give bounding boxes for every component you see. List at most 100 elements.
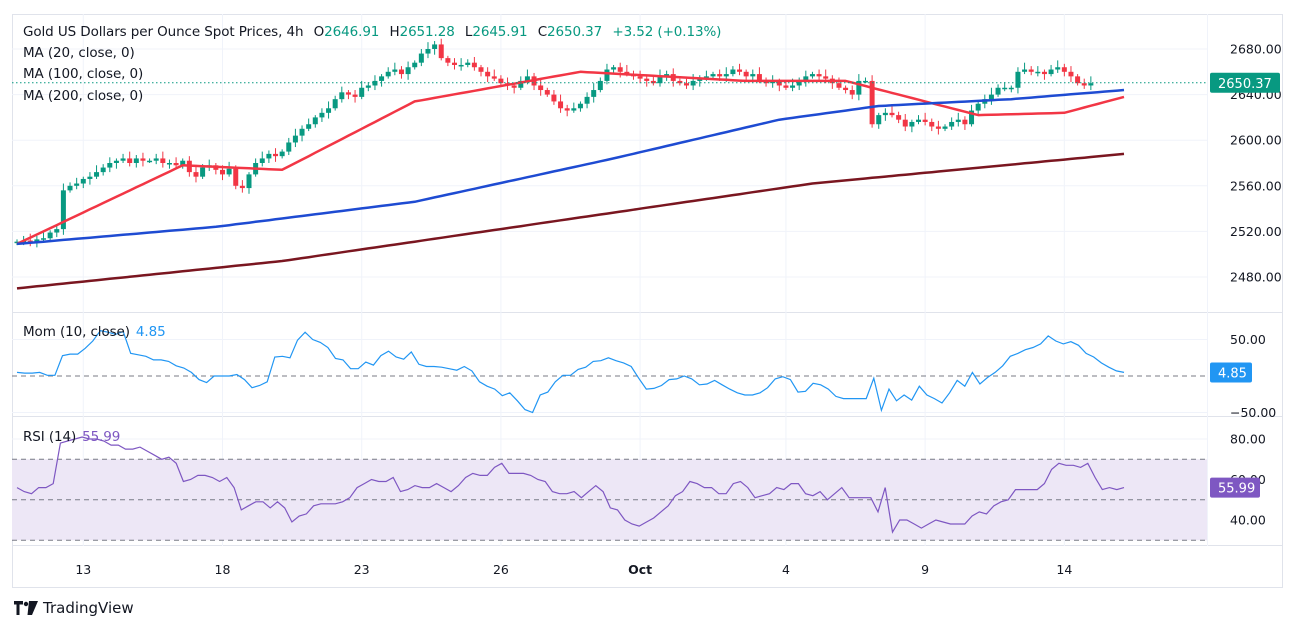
candle-body <box>816 74 822 77</box>
candle-body <box>611 67 617 70</box>
candle-body <box>544 90 550 95</box>
candle-body <box>710 74 716 77</box>
candle-body <box>843 87 849 91</box>
candle <box>74 177 80 190</box>
candle-body <box>200 167 206 177</box>
rsi-value-badge-text: 55.99 <box>1218 482 1255 497</box>
candle-body <box>902 119 908 127</box>
legend-rsi[interactable]: RSI (14) 55.99 <box>23 429 126 445</box>
candle-body <box>584 96 590 104</box>
time-tick-label: 13 <box>75 562 91 577</box>
momentum-line <box>16 330 1125 414</box>
candle-body <box>664 74 670 77</box>
candle <box>345 90 351 100</box>
candle-body <box>1041 71 1047 75</box>
candle <box>147 158 153 163</box>
candle <box>140 152 146 167</box>
candle-body <box>717 74 723 77</box>
candle-body <box>657 76 663 84</box>
candle <box>292 128 298 148</box>
candle-body <box>140 158 146 161</box>
candle <box>1068 66 1074 83</box>
candle <box>876 112 882 129</box>
momentum-label: Mom (10, close) <box>23 324 130 340</box>
time-tick-label: 4 <box>782 562 790 577</box>
candle <box>359 80 365 100</box>
candle <box>41 232 47 242</box>
ma100-line <box>16 88 1125 246</box>
tradingview-logo[interactable]: TradingView <box>14 599 134 617</box>
candle <box>995 84 1001 97</box>
candle-body <box>279 151 285 157</box>
legend-ma20[interactable]: MA (20, close, 0) <box>23 45 135 61</box>
mom-value-badge-bg <box>1210 362 1252 383</box>
candle-body <box>239 185 245 189</box>
rsi-tick-label: 80.00 <box>1230 432 1266 447</box>
candle <box>120 153 126 163</box>
candle <box>591 83 597 103</box>
candle-body <box>379 76 385 81</box>
candle <box>538 79 544 96</box>
candle-body <box>862 80 868 83</box>
open-label: O <box>313 24 325 40</box>
candle-body <box>445 58 451 63</box>
candle-body <box>113 160 119 163</box>
candle-body <box>697 78 703 81</box>
candle-body <box>856 80 862 95</box>
candle-body <box>929 121 935 127</box>
rsi-value-badge: 55.99 <box>1210 477 1260 498</box>
time-tick-label: 23 <box>354 562 370 577</box>
candle <box>87 172 93 185</box>
candle <box>54 224 60 238</box>
ma20-line <box>16 70 1125 246</box>
candle <box>107 157 113 173</box>
time-tick-label: 14 <box>1056 562 1072 577</box>
candle-body <box>962 119 968 125</box>
candle <box>690 74 696 91</box>
candle <box>684 78 690 89</box>
candle <box>862 77 868 84</box>
candle <box>571 102 577 113</box>
candle <box>379 74 385 87</box>
candle <box>173 157 179 168</box>
candle <box>398 66 404 79</box>
candle-body <box>955 119 961 122</box>
candle <box>405 61 411 80</box>
candle <box>445 55 451 67</box>
candle <box>584 92 590 109</box>
candle-body <box>1061 67 1067 72</box>
candle <box>113 158 119 169</box>
price-tick-label: 2480.00 <box>1230 270 1282 285</box>
candle <box>783 80 789 91</box>
legend-ma100[interactable]: MA (100, close, 0) <box>23 66 144 82</box>
low-value: 2645.91 <box>472 24 528 40</box>
candle <box>882 108 888 121</box>
candle-body <box>259 158 265 163</box>
price-axis[interactable]: 2680.002640.002600.002560.002520.002480.… <box>1210 42 1282 528</box>
candle <box>935 120 941 135</box>
candle-body <box>750 74 756 77</box>
mom-tick-label: 50.00 <box>1230 332 1266 347</box>
candle-body <box>1015 71 1021 88</box>
candle <box>796 77 802 91</box>
rsi-value-badge-bg <box>1210 477 1260 498</box>
time-axis[interactable]: 13 18 23 26 Oct 4 9 14 <box>75 562 1072 577</box>
candle <box>1075 74 1081 86</box>
candle-body <box>471 62 477 68</box>
legend-momentum[interactable]: Mom (10, close) 4.85 <box>23 324 172 340</box>
tradingview-logo-icon <box>14 601 38 615</box>
candle-body <box>94 172 100 177</box>
chart-frame <box>12 14 1283 588</box>
candle-body <box>233 168 239 186</box>
candle-body <box>166 163 172 165</box>
candle-body <box>637 76 643 79</box>
candle-body <box>418 53 424 63</box>
legend-ma200[interactable]: MA (200, close, 0) <box>23 88 144 104</box>
candle-body <box>1008 87 1014 90</box>
candle <box>27 233 33 247</box>
ma200-line <box>16 152 1125 290</box>
candle <box>1015 67 1021 94</box>
candle-body <box>571 108 577 111</box>
candle-body <box>34 239 40 242</box>
